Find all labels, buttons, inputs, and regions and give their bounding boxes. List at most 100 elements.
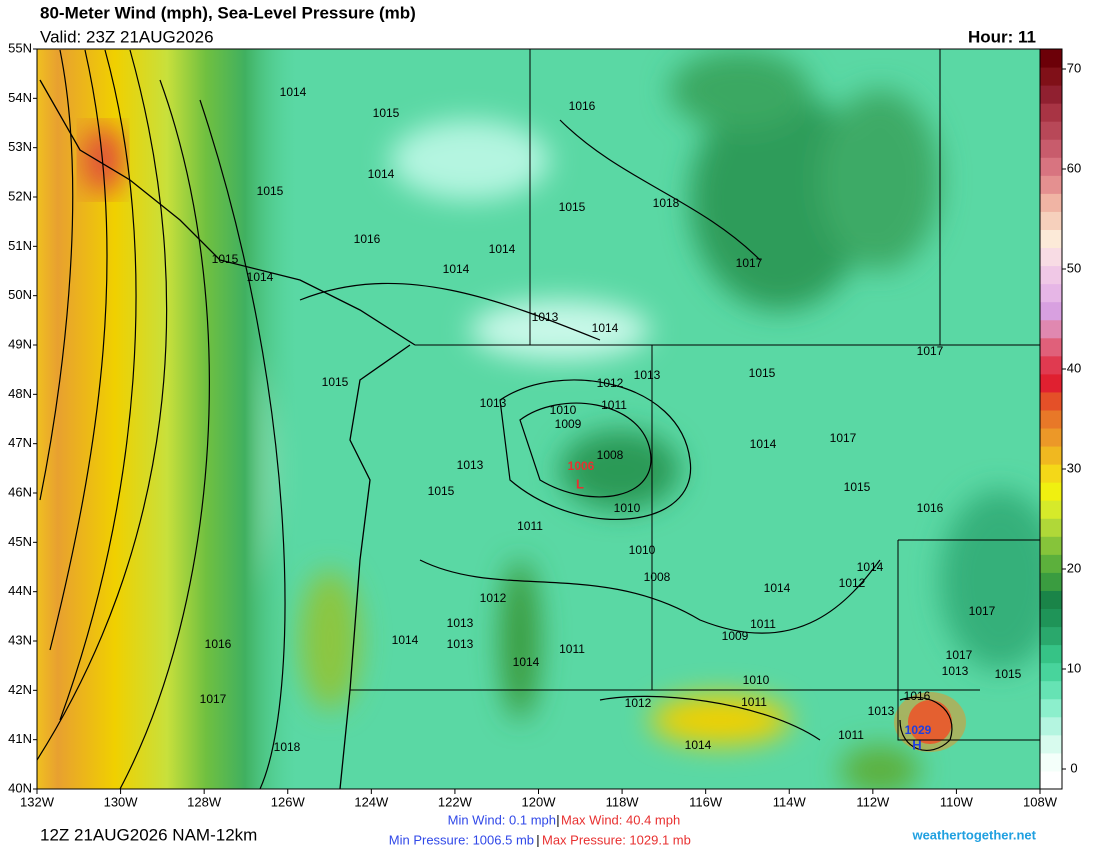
colorbar-swatch (1040, 265, 1062, 285)
isobar-label: 1013 (480, 396, 507, 410)
isobar-label: 1014 (513, 655, 540, 669)
colorbar-swatch (1040, 247, 1062, 267)
isobar-label: 1017 (830, 431, 857, 445)
colorbar-swatch (1040, 572, 1062, 591)
title: 80-Meter Wind (mph), Sea-Level Pressure … (40, 3, 416, 22)
isobar-label: 1014 (443, 262, 470, 276)
colorbar-swatch (1040, 518, 1062, 537)
lon-label: 114W (773, 794, 807, 809)
colorbar-label: 0 (1070, 760, 1077, 775)
colorbar-swatch (1040, 680, 1062, 700)
colorbar-swatch (1040, 49, 1062, 68)
isobar-label: 1013 (868, 704, 895, 718)
lat-label: 51N (8, 238, 32, 253)
colorbar-label: 40 (1067, 360, 1081, 375)
isobar-label: 1014 (857, 560, 884, 574)
wind-max-halo (894, 692, 966, 752)
isobar-label: 1018 (653, 196, 680, 210)
isobar-label: 1017 (946, 648, 973, 662)
colorbar-swatch (1040, 373, 1062, 393)
isobar-label: 1015 (322, 375, 349, 389)
colorbar-swatch (1040, 301, 1062, 321)
colorbar-swatch (1040, 409, 1062, 429)
lon-label: 110W (940, 794, 974, 809)
isobar-label: 1010 (550, 403, 577, 417)
isobar-label: 1016 (917, 501, 944, 515)
isobar-label: 1017 (736, 256, 763, 270)
isobar-label: 1013 (532, 310, 559, 324)
isobar-label: 1013 (447, 616, 474, 630)
isobar-label: 1015 (212, 252, 239, 266)
axes: 132W 130W 128W 126W 124W 122W 120W 118W 116W 114W… (8, 40, 1058, 809)
colorbar-swatch (1040, 554, 1062, 573)
isobar-label: 1017 (969, 604, 996, 618)
colorbar-swatch (1040, 698, 1062, 718)
lat-label: 50N (8, 287, 32, 302)
colorbar-swatch (1040, 662, 1062, 682)
low-value: 1006 (568, 459, 595, 473)
colorbar-label: 30 (1067, 460, 1081, 475)
isobar-label: 1014 (489, 242, 516, 256)
isobar-labels: 1014 1015 1016 1014 1015 1015 1018 1016 1014 1014… (200, 85, 1022, 754)
lat-label: 43N (8, 632, 32, 647)
isobar-label: 1016 (354, 232, 381, 246)
isobar-label: 1015 (559, 200, 586, 214)
isobar-label: 1015 (428, 484, 455, 498)
isobar-label: 1008 (644, 570, 671, 584)
isobar-label: 1012 (597, 376, 624, 390)
colorbar-swatch (1040, 734, 1062, 754)
isobar-label: 1011 (559, 642, 585, 656)
isobar-label: 1015 (257, 184, 284, 198)
site-name: weathertogether.net (911, 827, 1036, 842)
isobar-label: 1014 (750, 437, 777, 451)
colorbar-label: 20 (1067, 560, 1081, 575)
lat-label: 45N (8, 534, 32, 549)
isobar-label: 1015 (749, 366, 776, 380)
colorbar-swatch (1040, 752, 1062, 772)
isobar-label: 1011 (741, 695, 767, 709)
isobar-label: 1010 (743, 673, 770, 687)
isobar-label: 1008 (597, 448, 624, 462)
colorbar-swatch (1040, 500, 1062, 519)
isobar-label: 1016 (205, 637, 232, 651)
colorbar-swatch (1040, 770, 1062, 790)
colorbar-label: 50 (1067, 260, 1081, 275)
colorbar-swatch (1040, 139, 1062, 158)
colorbar-swatch (1040, 608, 1062, 628)
lat-label: 42N (8, 682, 32, 697)
lat-label: 48N (8, 386, 32, 401)
colorbar-label: 60 (1067, 160, 1081, 175)
isobar-label: 1015 (995, 667, 1022, 681)
isobar-label: 1017 (917, 344, 944, 358)
isobar-label: 1013 (634, 368, 661, 382)
isobar-label: 1010 (629, 543, 656, 557)
lat-label: 44N (8, 583, 32, 598)
lon-label: 132W (20, 794, 55, 809)
isobar-label: 1012 (839, 576, 866, 590)
coastal-jet (37, 49, 297, 789)
isobar-label: 1014 (764, 581, 791, 595)
colorbar-swatch (1040, 446, 1062, 465)
colorbar-label: 10 (1067, 660, 1081, 675)
colorbar-swatch (1040, 157, 1062, 176)
lon-label: 118W (606, 794, 640, 809)
isobar-label: 1014 (368, 167, 395, 181)
colorbar-swatch (1040, 536, 1062, 555)
high-symbol: H (912, 737, 921, 752)
isobar-label: 1017 (200, 692, 227, 706)
lon-label: 116W (689, 794, 723, 809)
colorbar-swatch (1040, 211, 1062, 230)
isobar-label: 1010 (614, 501, 641, 515)
isobar-label: 1011 (517, 519, 543, 533)
lon-label: 128W (187, 794, 222, 809)
lon-label: 130W (104, 794, 139, 809)
lat-label: 55N (8, 40, 32, 55)
colorbar-swatch (1040, 428, 1062, 447)
model-run: 12Z 21AUG2026 NAM-12km (40, 825, 257, 844)
isobar-label: 1011 (838, 728, 864, 742)
colorbar-swatch (1040, 175, 1062, 194)
colorbar-swatch (1040, 319, 1062, 339)
forecast-hour: Hour: 11 (968, 27, 1036, 46)
isobars (37, 49, 953, 789)
